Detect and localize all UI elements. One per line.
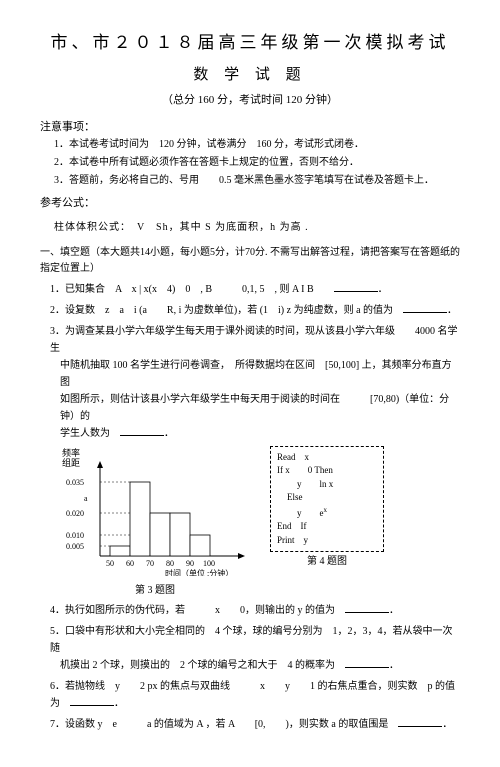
code-l5-text: y e bbox=[297, 508, 324, 518]
q3-line-c: 如图所示，则估计该县小学六年级学生中每天用于阅读的时间在 [70,80)（单位：… bbox=[50, 391, 460, 425]
pseudocode-figure: Read x If x 0 Then y ln x Else y ex End … bbox=[270, 446, 384, 570]
code-l3: y ln x bbox=[277, 478, 377, 492]
question-4: 4．执行如图所示的伪代码，若 x 0，则输出的 y 的值为 ． bbox=[50, 602, 460, 619]
section-1-heading: 一、填空题（本大题共14小题，每小题5分，计70分. 不需写出解答过程，请把答案… bbox=[40, 245, 460, 277]
question-7: 7．设函数 y e a 的值域为 A ，若 A [0, )，则实数 a 的取值围… bbox=[50, 716, 460, 733]
histogram-svg: 频率 组距 0.035 a 0.020 0.010 0.005 bbox=[60, 446, 250, 576]
ylabel-top: 频率 bbox=[62, 447, 80, 458]
xtick-1: 60 bbox=[126, 559, 134, 568]
reference-formula: 柱体体积公式： V Sh，其中 S 为底面积，h 为高 . bbox=[54, 220, 460, 235]
q2-end: ． bbox=[447, 305, 457, 316]
q3-line-a: 3．为调查某县小学六年级学生每天用于课外阅读的时间，现从该县小学六年级 4000… bbox=[50, 323, 460, 357]
chart-caption: 第 3 题图 bbox=[60, 583, 250, 598]
pseudocode-box: Read x If x 0 Then y ln x Else y ex End … bbox=[270, 446, 384, 553]
q4-text: 4．执行如图所示的伪代码，若 x 0，则输出的 y 的值为 bbox=[50, 605, 345, 616]
q3-end: ． bbox=[164, 428, 174, 439]
code-caption: 第 4 题图 bbox=[270, 554, 384, 569]
notice-1: 1．本试卷考试时间为 120 分钟，试卷满分 160 分，考试形式闭卷． bbox=[54, 137, 460, 153]
q3-blank bbox=[120, 425, 164, 436]
ytick-0: 0.035 bbox=[66, 478, 84, 487]
question-5: 5．口袋中有形状和大小完全相同的 4 个球，球的编号分别为 1，2，3，4，若从… bbox=[50, 623, 460, 674]
question-1: 1．已知集合 A x | x(x 4) 0 , B 0,1, 5 , 则 A I… bbox=[50, 281, 460, 298]
xtick-5: 100 bbox=[203, 559, 215, 568]
notice-3: 3．答题前，务必将自己的、号用 0.5 毫米黑色墨水签字笔填写在试卷及答题卡上． bbox=[54, 173, 460, 189]
q7-blank bbox=[398, 716, 442, 727]
bar-1 bbox=[110, 546, 130, 556]
question-2: 2．设复数 z a i (a R, i 为虚数单位)，若 (1 i) z 为纯虚… bbox=[50, 302, 460, 319]
q5-end: ． bbox=[389, 660, 399, 671]
bar-5 bbox=[190, 535, 210, 556]
q2-text: 2．设复数 z a i (a R, i 为虚数单位)，若 (1 i) z 为纯虚… bbox=[50, 305, 403, 316]
xtick-0: 50 bbox=[106, 559, 114, 568]
xtick-3: 80 bbox=[166, 559, 174, 568]
code-l2: If x 0 Then bbox=[277, 464, 377, 478]
q5-line-b: 机摸出 2 个球，则摸出的 2 个球的编号之和大于 4 的概率为 bbox=[60, 660, 345, 671]
ytick-2: 0.020 bbox=[66, 509, 84, 518]
exam-subtitle: 数 学 试 题 bbox=[40, 64, 460, 87]
code-l6: End If bbox=[277, 520, 377, 534]
y-arrow bbox=[97, 461, 103, 468]
xlabel: 时间（单位 :分钟） bbox=[165, 568, 233, 576]
code-l4: Else bbox=[277, 491, 377, 505]
q5-line-a: 5．口袋中有形状和大小完全相同的 4 个球，球的编号分别为 1，2，3，4，若从… bbox=[50, 623, 460, 657]
q1-end: ． bbox=[378, 284, 388, 295]
ytick-4: 0.005 bbox=[66, 542, 84, 551]
histogram-figure: 频率 组距 0.035 a 0.020 0.010 0.005 bbox=[60, 446, 250, 599]
q4-blank bbox=[345, 602, 389, 613]
notice-heading: 注意事项： bbox=[40, 119, 460, 136]
q2-blank bbox=[403, 302, 447, 313]
ytick-3: 0.010 bbox=[66, 531, 84, 540]
bar-2 bbox=[130, 482, 150, 556]
ylabel-bot: 组距 bbox=[62, 457, 80, 468]
bar-4 bbox=[170, 513, 190, 556]
q5-blank bbox=[345, 657, 389, 668]
q1-text: 1．已知集合 A x | x(x 4) 0 , B 0,1, 5 , 则 A I… bbox=[50, 284, 334, 295]
q6-end: ． bbox=[114, 698, 124, 709]
q3-line-b: 中随机抽取 100 名学生进行问卷调查， 所得数据均在区间 [50,100] 上… bbox=[50, 357, 460, 391]
reference-heading: 参考公式： bbox=[40, 195, 460, 212]
bar-3 bbox=[150, 513, 170, 556]
code-l7: Print y bbox=[277, 534, 377, 548]
code-l5-sup: x bbox=[324, 506, 328, 514]
q7-end: ． bbox=[442, 719, 452, 730]
question-6: 6．若抛物线 y 2 px 的焦点与双曲线 x y 1 的右焦点重合，则实数 p… bbox=[50, 678, 460, 712]
notice-2: 2．本试卷中所有试题必须作答在答题卡上规定的位置，否则不给分． bbox=[54, 155, 460, 171]
exam-title: 市、市２０１８届高三年级第一次模拟考试 bbox=[40, 30, 460, 56]
q4-end: ． bbox=[389, 605, 399, 616]
q1-blank bbox=[334, 281, 378, 292]
xtick-4: 90 bbox=[186, 559, 194, 568]
exam-meta: （总分 160 分，考试时间 120 分钟） bbox=[40, 92, 460, 109]
figure-row: 频率 组距 0.035 a 0.020 0.010 0.005 bbox=[60, 446, 460, 599]
q6-blank bbox=[70, 695, 114, 706]
ytick-1: a bbox=[84, 494, 88, 503]
q3-line-d: 学生人数为 bbox=[60, 428, 120, 439]
question-3: 3．为调查某县小学六年级学生每天用于课外阅读的时间，现从该县小学六年级 4000… bbox=[50, 323, 460, 442]
x-arrow bbox=[238, 553, 245, 559]
xtick-2: 70 bbox=[146, 559, 154, 568]
q7-text: 7．设函数 y e a 的值域为 A ，若 A [0, )，则实数 a 的取值围… bbox=[50, 719, 398, 730]
code-l5: y ex bbox=[277, 505, 377, 521]
code-l1: Read x bbox=[277, 451, 377, 465]
